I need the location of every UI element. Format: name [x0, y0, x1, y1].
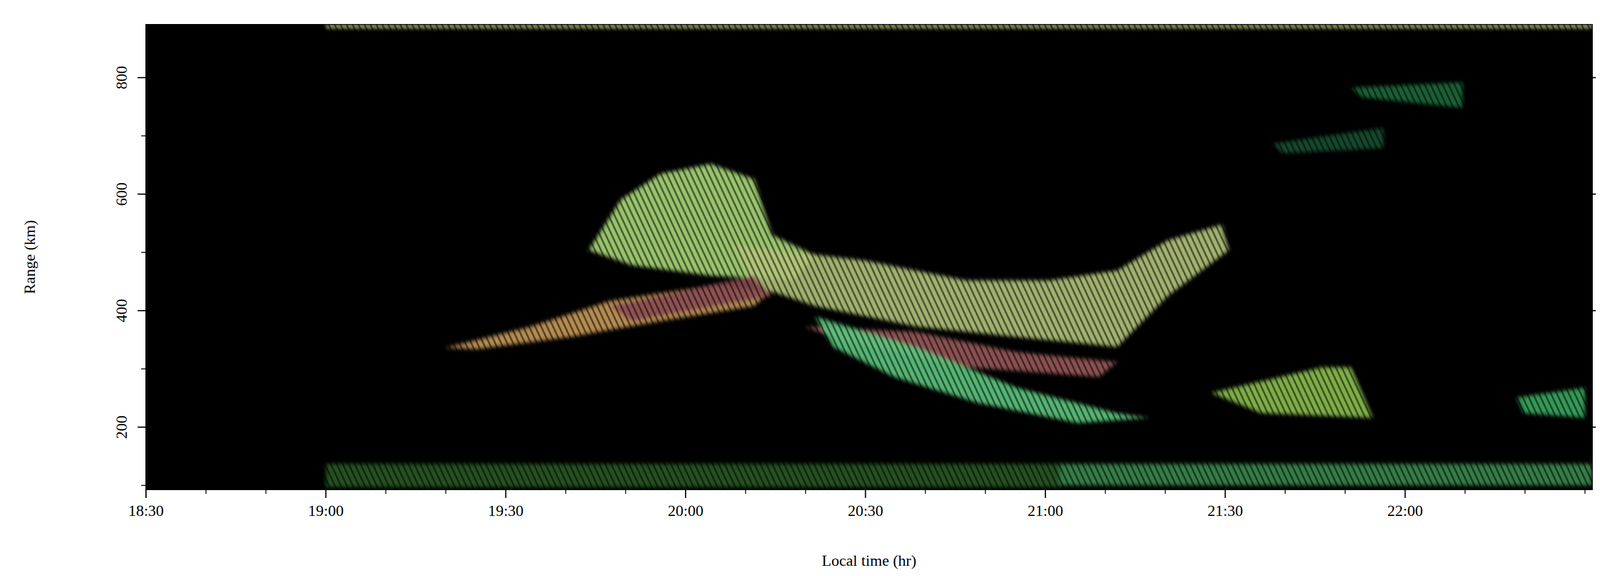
plot-area — [146, 24, 1593, 490]
x-minor-tick — [265, 489, 267, 494]
x-minor-tick — [1165, 489, 1167, 494]
x-tick-label: 20:30 — [847, 502, 884, 520]
x-minor-tick — [1284, 489, 1286, 494]
y-axis-title: Range (km) — [21, 219, 39, 294]
x-tick — [865, 489, 867, 499]
x-minor-tick — [445, 489, 447, 494]
y-tick-right — [1592, 310, 1596, 312]
x-minor-tick — [1524, 489, 1526, 494]
echo — [732, 224, 1229, 348]
echo — [1516, 387, 1585, 418]
echo — [325, 463, 1060, 488]
x-tick-label: 20:00 — [668, 502, 704, 520]
y-minor-tick — [141, 135, 147, 137]
x-minor-tick — [1464, 489, 1467, 494]
y-tick-label: 200 — [112, 415, 131, 440]
y-tick-right — [1592, 76, 1596, 79]
echoes — [325, 24, 1593, 488]
x-tick — [325, 489, 327, 499]
x-tick-label: 22:00 — [1387, 502, 1423, 520]
y-minor-tick — [141, 484, 147, 487]
x-tick-label: 21:00 — [1027, 502, 1063, 520]
echo — [1351, 82, 1464, 109]
x-minor-tick — [805, 489, 807, 494]
x-tick-label: 19:30 — [487, 502, 524, 520]
x-axis-title: Local time (hr) — [821, 552, 917, 570]
echo — [609, 275, 772, 322]
y-minor-tick — [141, 251, 147, 253]
echo — [1271, 127, 1384, 154]
x-tick-label: 18:30 — [127, 502, 164, 520]
echo — [815, 316, 1150, 424]
x-tick-label: 19:00 — [308, 502, 344, 520]
x-minor-tick — [625, 489, 627, 494]
x-tick — [1404, 489, 1406, 499]
y-tick-right — [1592, 193, 1596, 195]
x-tick-label: 21:30 — [1207, 502, 1244, 520]
y-tick-label: 800 — [112, 66, 131, 90]
x-tick — [145, 489, 147, 499]
chart: 18:30 19:00 19:30 20:00 20:30 21:00 21:30 22:00… — [0, 0, 1600, 576]
x-minor-tick — [745, 489, 747, 494]
echo — [1210, 367, 1373, 418]
x-minor-tick — [984, 489, 986, 494]
x-tick — [1224, 489, 1226, 499]
y-minor-tick — [141, 368, 147, 370]
x-minor-tick — [1584, 489, 1586, 494]
x-tick — [505, 489, 507, 499]
x-tick — [1044, 489, 1047, 499]
x-minor-tick — [205, 489, 207, 494]
x-minor-tick — [925, 489, 927, 494]
y-tick-label: 400 — [112, 299, 131, 323]
x-minor-tick — [385, 489, 387, 494]
y-tick-right — [1592, 426, 1596, 428]
y-tick-label: 600 — [112, 182, 131, 207]
y-tick — [137, 310, 147, 312]
x-minor-tick — [1344, 489, 1346, 494]
x-tick — [684, 489, 687, 499]
y-tick — [137, 76, 147, 79]
echo — [1059, 463, 1593, 486]
y-tick — [137, 193, 147, 195]
y-tick — [137, 426, 147, 428]
x-minor-tick — [1104, 489, 1107, 494]
x-minor-tick — [565, 489, 567, 494]
echo — [325, 24, 1593, 29]
